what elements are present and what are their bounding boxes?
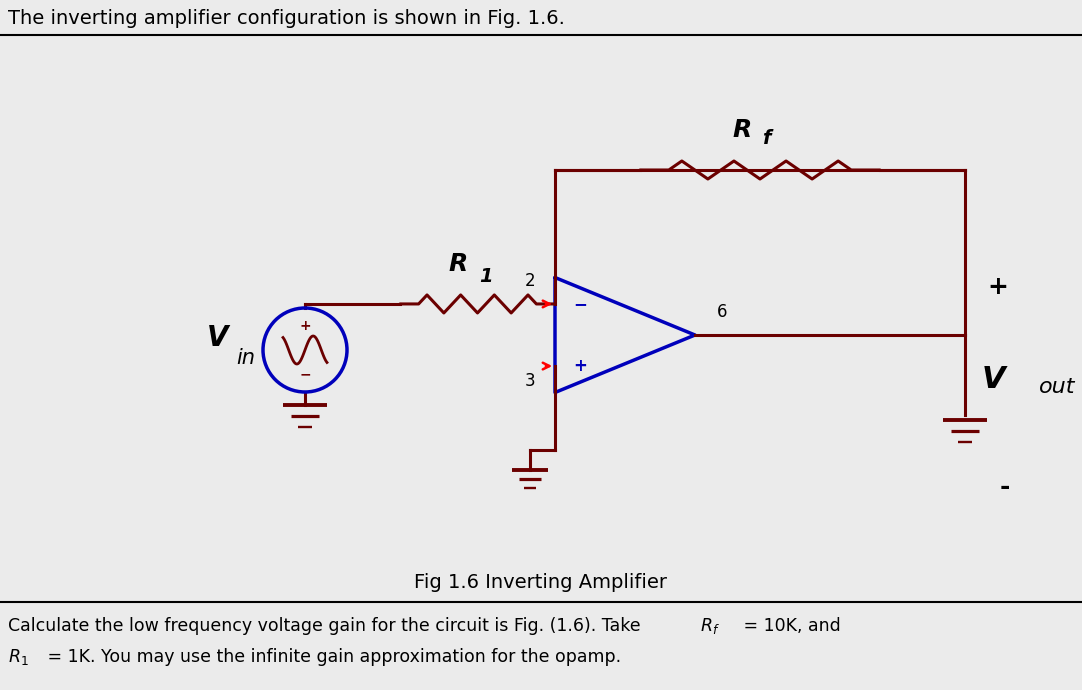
Text: −: − [573,295,586,313]
Text: V: V [982,365,1005,394]
Text: $\it{R}_{f}$: $\it{R}_{f}$ [700,616,720,636]
Text: +: + [987,275,1007,299]
Text: R: R [448,252,467,276]
Text: The inverting amplifier configuration is shown in Fig. 1.6.: The inverting amplifier configuration is… [8,8,565,28]
Text: out: out [1039,377,1076,397]
Text: 2: 2 [525,272,535,290]
Text: in: in [236,348,255,368]
Text: = 1K. You may use the infinite gain approximation for the opamp.: = 1K. You may use the infinite gain appr… [42,648,621,666]
Text: +: + [300,319,311,333]
Text: R: R [733,118,752,142]
Text: $\it{R}_{1}$: $\it{R}_{1}$ [8,647,29,667]
Text: 3: 3 [525,372,535,390]
Text: 6: 6 [717,303,727,321]
Text: -: - [1000,475,1011,499]
Text: f: f [762,129,770,148]
Text: −: − [300,367,311,382]
Text: Calculate the low frequency voltage gain for the circuit is Fig. (1.6). Take: Calculate the low frequency voltage gain… [8,617,651,635]
Text: V: V [207,324,228,352]
Text: 1: 1 [479,267,493,286]
Text: = 10K, and: = 10K, and [738,617,841,635]
Text: Fig 1.6 Inverting Amplifier: Fig 1.6 Inverting Amplifier [414,573,668,591]
Text: +: + [573,357,586,375]
